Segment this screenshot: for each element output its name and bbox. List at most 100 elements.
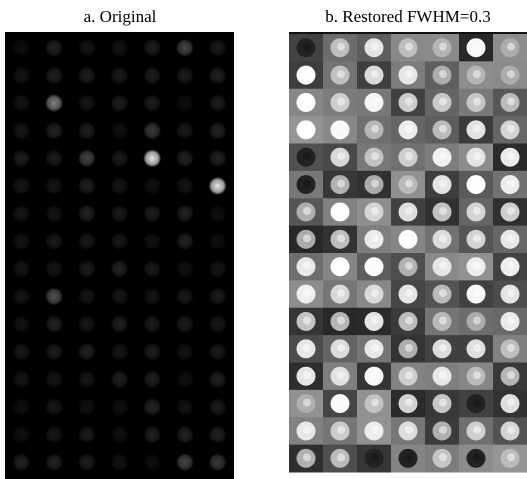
spot [78,94,96,112]
spot-core [303,316,311,324]
spot [176,343,194,361]
spot [45,426,63,444]
spot [143,260,161,278]
spot [12,453,30,471]
spot-core [473,207,481,215]
spot [78,287,96,305]
spot-core [473,180,481,188]
spot-core [405,180,413,188]
spot [209,426,227,444]
spot-core [507,234,515,242]
spot [12,343,30,361]
spot [111,232,129,250]
spot-core [371,316,379,324]
spot-core [439,399,447,407]
spot [111,149,129,167]
spot-core [303,371,311,379]
spot [143,177,161,195]
spot-core [405,234,413,242]
spot [111,260,129,278]
figure: a. Original b. Restored FWHM=0.3 [0,0,527,479]
spot-core [303,152,311,160]
spot [176,205,194,223]
spot-core [303,344,311,352]
spot [78,205,96,223]
spot [45,370,63,388]
spot-core [337,426,345,434]
spot-core [507,399,515,407]
spot-core [303,125,311,133]
spot-core [507,453,515,461]
spot-core [405,152,413,160]
spot-core [405,97,413,105]
spot-core [371,152,379,160]
spot [176,122,194,140]
spot [12,66,30,84]
spot-core [405,344,413,352]
spot [143,149,161,167]
spot [111,287,129,305]
spot [12,287,30,305]
spot-core [337,207,345,215]
spot [12,315,30,333]
spot-core [303,453,311,461]
spot-core [439,125,447,133]
spot [209,370,227,388]
spot [176,39,194,57]
spot-core [507,43,515,51]
spot [176,149,194,167]
restored-image [289,32,527,473]
spot [78,39,96,57]
spot [111,370,129,388]
spot [176,66,194,84]
spot [45,232,63,250]
panel-caption: b. Restored FWHM=0.3 [325,7,490,26]
spot [209,94,227,112]
spot [143,205,161,223]
spot [45,315,63,333]
spot-core [439,207,447,215]
spot [176,94,194,112]
spot-core [405,70,413,78]
spot-core [439,316,447,324]
spot [111,398,129,416]
spot [143,287,161,305]
spot [12,370,30,388]
spot [143,343,161,361]
spot [209,232,227,250]
spot-core [507,180,515,188]
spot-core [337,152,345,160]
spot [209,177,227,195]
spot [209,315,227,333]
spot [143,315,161,333]
spot-core [303,289,311,297]
spot [209,398,227,416]
spot-core [371,180,379,188]
spot-core [405,289,413,297]
spot-core [371,262,379,270]
spot-core [337,262,345,270]
spot-core [337,43,345,51]
spot-core [337,125,345,133]
spot [12,398,30,416]
spot-core [507,207,515,215]
spot [78,149,96,167]
spot-core [337,70,345,78]
spot [176,453,194,471]
spot-core [337,344,345,352]
spot-core [507,97,515,105]
spot-core [473,344,481,352]
spot-core [439,43,447,51]
spot-core [371,234,379,242]
spot [78,66,96,84]
spot [111,426,129,444]
spot-core [473,316,481,324]
spot-core [405,207,413,215]
spot [12,177,30,195]
spot [12,94,30,112]
spot-core [439,180,447,188]
spot [176,287,194,305]
spot [111,66,129,84]
spot [111,205,129,223]
spot-core [473,70,481,78]
